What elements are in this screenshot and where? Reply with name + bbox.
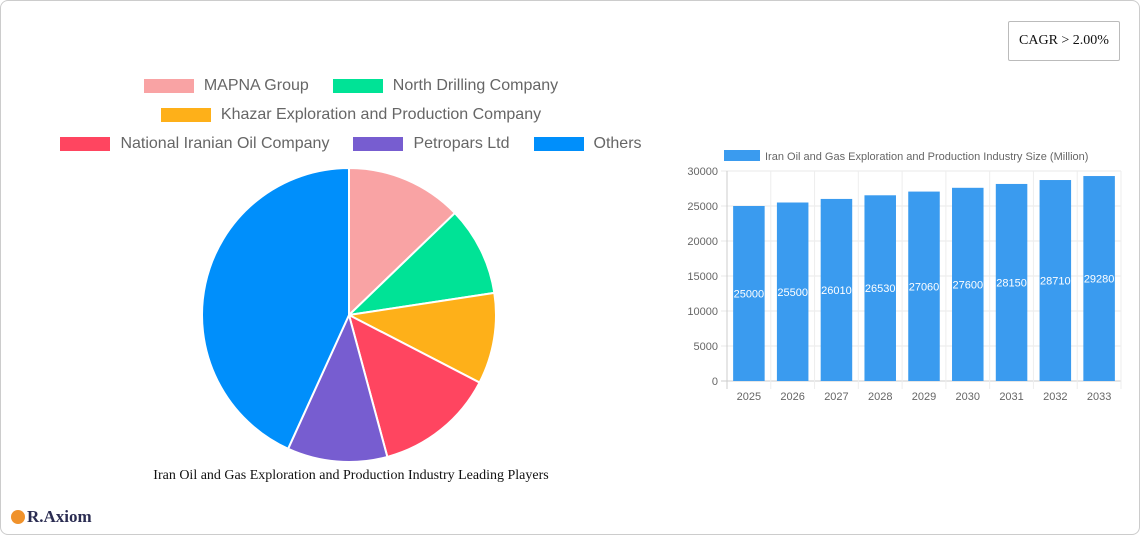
x-tick-label: 2029 — [912, 391, 936, 403]
bar-2030[interactable] — [952, 187, 984, 381]
legend-label: North Drilling Company — [392, 77, 559, 94]
legend-label: Others — [593, 135, 642, 152]
legend-swatch — [533, 137, 584, 151]
x-tick-label: 2031 — [999, 391, 1023, 403]
y-tick-label: 20000 — [687, 236, 718, 248]
legend-label: Khazar Exploration and Production Compan… — [220, 106, 542, 123]
x-tick-label: 2025 — [737, 391, 761, 403]
bar-legend-label: Iran Oil and Gas Exploration and Product… — [765, 151, 1088, 163]
legend-swatch — [160, 108, 211, 122]
legend-item-khazar[interactable]: Khazar Exploration and Production Compan… — [160, 106, 542, 124]
y-tick-label: 30000 — [687, 166, 718, 178]
y-tick-label: 5000 — [694, 341, 718, 353]
logo-icon — [11, 510, 25, 524]
legend-item-north-drilling[interactable]: North Drilling Company — [332, 77, 559, 95]
y-tick-label: 10000 — [687, 306, 718, 318]
y-tick-label: 15000 — [687, 271, 718, 283]
legend-swatch — [143, 79, 194, 93]
pie-legend-row-1: MAPNA Group North Drilling Company — [1, 77, 701, 95]
pie-slice-0[interactable] — [348, 166, 457, 318]
bar-2033[interactable] — [1083, 176, 1115, 381]
bar-legend-swatch — [724, 150, 760, 161]
legend-label: Petropars Ltd — [413, 135, 510, 152]
bar-value-label: 26010 — [821, 285, 852, 297]
bar-value-label: 26530 — [865, 283, 896, 295]
pie-slice-4[interactable] — [286, 312, 389, 463]
bar-value-label: 27600 — [952, 279, 983, 291]
bar-value-label: 28710 — [1040, 276, 1071, 288]
cagr-badge: CAGR > 2.00% — [1008, 21, 1120, 61]
pie-slice-3[interactable] — [347, 313, 481, 459]
legend-item-mapna[interactable]: MAPNA Group — [143, 77, 309, 95]
y-tick-label: 0 — [712, 376, 718, 388]
bar-2029[interactable] — [908, 191, 940, 381]
pie-chart — [201, 166, 497, 463]
x-tick-label: 2033 — [1087, 391, 1111, 403]
legend-label: National Iranian Oil Company — [120, 135, 330, 152]
pie-legend-row-2: Khazar Exploration and Production Compan… — [1, 106, 701, 124]
legend-swatch — [60, 137, 111, 151]
x-tick-label: 2027 — [824, 391, 848, 403]
bar-value-label: 29280 — [1084, 274, 1115, 286]
x-tick-label: 2030 — [956, 391, 980, 403]
bar-value-label: 28150 — [996, 277, 1027, 289]
legend-swatch — [353, 137, 404, 151]
bar-2025[interactable] — [733, 206, 765, 381]
legend-item-nioc[interactable]: National Iranian Oil Company — [60, 135, 329, 153]
legend-item-others[interactable]: Others — [533, 135, 642, 153]
bar-value-label: 27060 — [909, 281, 940, 293]
bar-value-label: 25000 — [734, 289, 765, 301]
bar-2026[interactable] — [776, 202, 809, 382]
x-tick-label: 2026 — [780, 391, 804, 403]
x-tick-label: 2032 — [1043, 391, 1067, 403]
bar-2027[interactable] — [820, 198, 853, 381]
x-tick-label: 2028 — [868, 391, 892, 403]
legend-label: MAPNA Group — [203, 77, 309, 94]
bar-2031[interactable] — [995, 183, 1028, 381]
pie-slice-5[interactable] — [201, 166, 350, 451]
y-tick-label: 25000 — [687, 201, 718, 213]
legend-swatch — [332, 79, 383, 93]
logo: R.Axiom — [11, 507, 92, 527]
bar-value-label: 25500 — [777, 287, 808, 299]
logo-text: R.Axiom — [27, 507, 92, 526]
pie-slice-1[interactable] — [346, 211, 496, 317]
bar-2028[interactable] — [864, 195, 896, 381]
pie-slice-2[interactable] — [345, 291, 497, 384]
bar-chart: Iran Oil and Gas Exploration and Product… — [687, 150, 1122, 403]
pie-legend-row-3: National Iranian Oil Company Petropars L… — [1, 135, 701, 153]
bar-2032[interactable] — [1039, 180, 1072, 381]
pie-title: Iran Oil and Gas Exploration and Product… — [153, 468, 549, 483]
legend-item-petropars[interactable]: Petropars Ltd — [353, 135, 510, 153]
